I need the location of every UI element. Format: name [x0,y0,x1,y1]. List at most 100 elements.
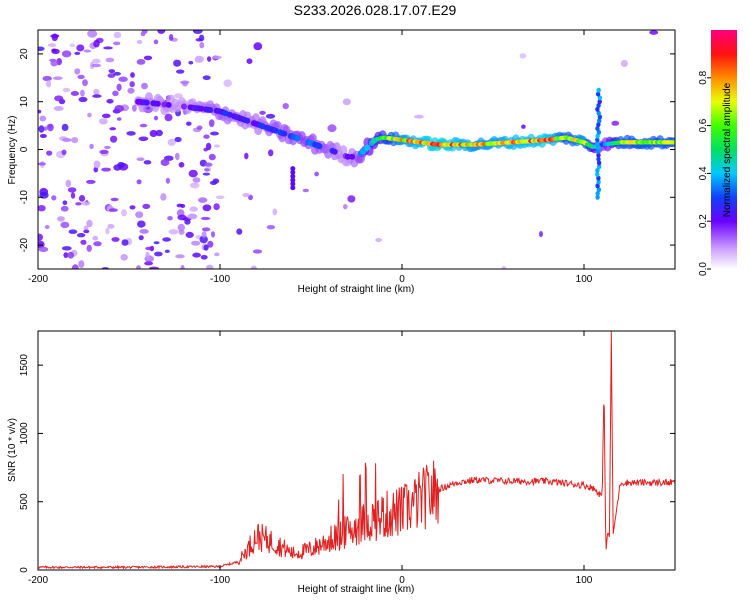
spectrogram-noise-cell [302,188,309,193]
spectrogram-noise-cell [103,46,113,50]
spectrogram-noise-cell [113,71,121,76]
spectrogram-noise-cell [203,244,209,251]
spectrogram-noise-cell [187,213,198,220]
colorbar-tick-label: 0.0 [698,262,709,276]
spectrogram-noise-cell [104,145,111,150]
spectrogram-noise-cell [78,260,85,268]
spectrogram-spike-cell [595,191,600,196]
spectrogram-noise-cell [164,249,170,253]
spectrogram-fragment-cell [290,166,296,172]
spectrogram-noise-cell [137,220,146,228]
spectrogram-noise-cell [620,59,629,67]
spectrogram-spike-cell [597,118,602,124]
spectrogram-noise-cell [67,187,77,193]
spectrogram-fragment-cell [290,177,296,183]
spectrogram-noise-cell [67,251,75,259]
spectrogram-fragment-cell [290,173,296,179]
spectrogram-noise-cell [106,99,114,104]
spectrogram-noise-cell [342,98,351,106]
spectrogram-noise-cell [282,103,289,110]
spectrogram-noise-cell [87,30,98,38]
colorbar-label: Normalized spectral amplitude [722,82,733,217]
spectrogram-noise-cell [138,136,149,142]
spectrogram-spike-cell [595,171,600,177]
spectrogram-noise-cell [201,227,211,232]
spectrogram-noise-cell [46,150,53,156]
spectrogram-ridge-cell [181,103,187,110]
spectrogram-noise-cell [196,125,203,130]
spectrogram-spike-cell [595,126,600,131]
spectrogram-ridge-cell [670,140,675,145]
spectrogram-spike-cell [596,87,601,93]
spectrogram-noise-cell [143,55,153,61]
spectrogram-ridge-cell [344,153,351,160]
spectrogram-noise-cell [205,142,212,151]
spectrogram-noise-cell [135,211,144,219]
spectrogram-noise-cell [139,229,149,234]
snr-x-tick-label: 100 [576,575,593,586]
spectrogram-noise-cell [189,182,200,189]
spectrogram-noise-cell [86,219,93,228]
spectrogram-noise-cell [140,31,146,37]
snr-y-tick-label: 1500 [19,354,30,377]
spectrogram-noise-cell [259,110,266,115]
spectrogram-x-tick-label: 0 [399,274,405,285]
spectrogram-noise-cell [38,246,49,253]
spectrogram-noise-cell [132,104,137,112]
spectrogram-noise-cell [83,229,90,234]
spectrogram-noise-cell [202,75,211,80]
spectrogram-noise-cell [70,192,76,199]
spectrogram-y-tick-label: 10 [19,96,30,108]
spectrogram-noise-cell [253,42,263,51]
spectrogram-noise-cell [39,133,47,139]
spectrogram-noise-cell [149,129,158,138]
spectrogram-spike-cell [595,137,600,143]
spectrogram-spike-cell [595,106,600,112]
spectrogram-noise-cell [212,55,222,60]
spectrogram-noise-cell [107,73,116,78]
spectrogram-noise-cell [69,43,75,48]
spectrogram-noise-cell [192,252,201,258]
spectrogram-noise-cell [81,201,91,206]
spectrogram-noise-cell [91,63,102,68]
spectrogram-noise-cell [38,46,45,52]
spectrogram-spike-cell [596,145,601,151]
spectrogram-noise-cell [180,264,185,269]
spectrogram-noise-cell [129,205,136,210]
spectrogram-spike-cell [595,183,600,189]
spectrogram-spike-cell [596,160,602,166]
spectrogram-noise-cell [272,208,278,216]
spectrogram-fragment-cell [290,169,296,175]
spectrogram-noise-cell [89,143,94,150]
spectrogram-noise-cell [121,209,127,217]
spectrogram-noise-cell [153,115,159,121]
spectrogram-noise-cell [178,162,185,168]
spectrogram-noise-cell [160,193,167,201]
spectrogram-noise-cell [38,233,43,241]
spectrogram-spike-cell [596,122,601,128]
spectrogram-ridge-cell [165,101,172,108]
spectrogram-noise-cell [71,264,79,269]
spectrogram-noise-cell [207,240,214,248]
spectrogram-noise-cell [168,229,179,235]
spectrogram-y-tick-label: 0 [19,146,30,152]
spectrogram-noise-cell [70,91,79,96]
colorbar: 0.0 0.2 0.4 0.6 0.8 Normalized spectral ampl… [698,30,737,276]
spectrogram-noise-cell [92,235,99,241]
spectrogram-noise-cell [68,229,78,234]
spectrogram-noise-cell [74,68,81,75]
snr-y-tick-label: 0 [19,567,30,573]
colorbar-tick-label: 0.2 [698,214,709,228]
spectrogram-noise-cell [184,219,191,225]
spectrogram-noise-cell [107,223,115,229]
spectrogram-noise-cell [53,76,63,80]
spectrogram-fragment-cell [290,181,296,187]
spectrogram-noise-cell [138,235,144,241]
spectrogram-noise-cell [80,239,87,245]
spectrogram-noise-cell [111,237,120,242]
spectrogram-noise-cell [214,252,220,257]
spectrogram-noise-cell [414,114,424,119]
spectrogram-noise-cell [117,161,125,169]
spectrogram-ridge-cell [154,100,161,107]
